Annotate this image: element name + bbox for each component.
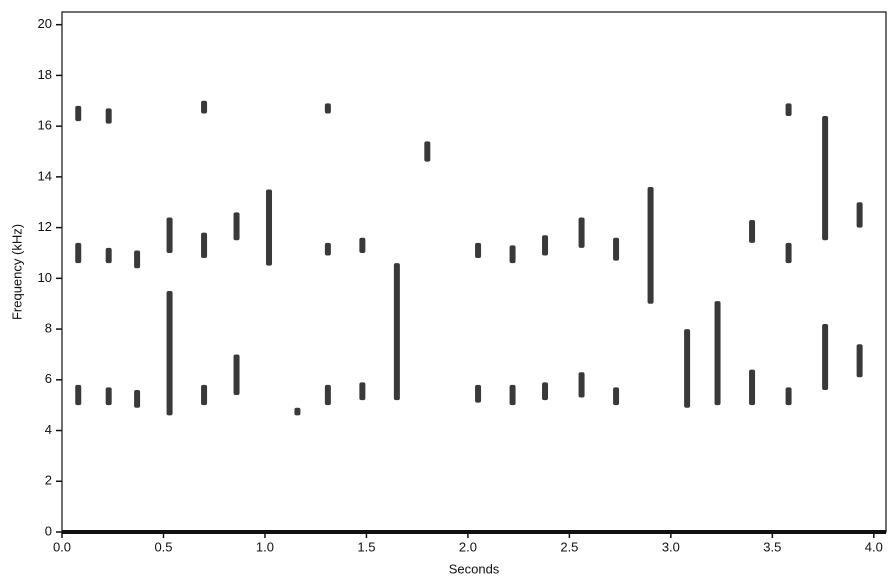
syllable	[266, 189, 273, 266]
syllable	[578, 372, 585, 398]
syllable	[613, 237, 620, 261]
syllable	[749, 220, 756, 243]
syllable	[509, 384, 516, 406]
syllable	[324, 242, 331, 256]
syllable	[105, 247, 112, 264]
syllable	[201, 384, 208, 406]
y-tick-label: 10	[38, 270, 52, 285]
syllable	[542, 382, 549, 401]
x-tick-label: 1.5	[357, 539, 375, 554]
syllable	[75, 242, 82, 264]
x-tick-label: 2.5	[560, 539, 578, 554]
x-tick-label: 3.5	[763, 539, 781, 554]
y-tick-label: 20	[38, 16, 52, 31]
y-tick-label: 16	[38, 118, 52, 133]
syllable	[475, 384, 482, 403]
syllable	[424, 141, 431, 162]
syllable	[542, 235, 549, 256]
syllable	[233, 354, 240, 396]
y-axis-label: Frequency (kHz)	[9, 224, 24, 320]
syllable	[359, 382, 366, 401]
y-tick-label: 4	[45, 422, 52, 437]
syllable	[714, 301, 721, 406]
syllable	[578, 217, 585, 248]
syllable	[509, 245, 516, 264]
syllable	[134, 250, 141, 269]
y-tick-label: 12	[38, 219, 52, 234]
syllable	[324, 103, 331, 114]
syllable	[822, 324, 829, 390]
x-tick-label: 1.0	[256, 539, 274, 554]
syllable	[785, 103, 792, 116]
syllable	[324, 384, 331, 406]
syllable	[201, 100, 208, 114]
y-tick-label: 6	[45, 371, 52, 386]
syllable	[105, 108, 112, 124]
syllable	[166, 291, 173, 416]
syllable	[359, 237, 366, 253]
syllable	[822, 116, 829, 241]
syllable	[166, 217, 173, 253]
y-tick-label: 18	[38, 67, 52, 82]
x-tick-label: 3.0	[662, 539, 680, 554]
syllable	[647, 187, 654, 304]
syllable	[393, 263, 400, 401]
plot-frame	[61, 11, 887, 533]
syllable	[105, 387, 112, 406]
x-axis-label: Seconds	[449, 561, 500, 576]
y-tick-label: 2	[45, 473, 52, 488]
syllable	[785, 387, 792, 406]
syllable	[856, 344, 863, 378]
syllable	[294, 407, 301, 416]
syllable	[785, 242, 792, 264]
syllable	[201, 232, 208, 259]
syllable	[475, 242, 482, 259]
syllable	[233, 212, 240, 241]
x-tick-label: 0.5	[154, 539, 172, 554]
syllable	[75, 384, 82, 406]
syllable	[856, 202, 863, 228]
syllable	[613, 387, 620, 406]
y-tick-label: 8	[45, 321, 52, 336]
x-tick-label: 4.0	[865, 539, 883, 554]
syllable	[75, 105, 82, 122]
x-tick-label: 2.0	[459, 539, 477, 554]
y-tick-label: 0	[45, 523, 52, 538]
y-tick-label: 14	[38, 168, 52, 183]
x-tick-label: 0.0	[53, 539, 71, 554]
syllable	[134, 389, 141, 408]
syllable	[749, 369, 756, 406]
syllable	[684, 329, 691, 408]
